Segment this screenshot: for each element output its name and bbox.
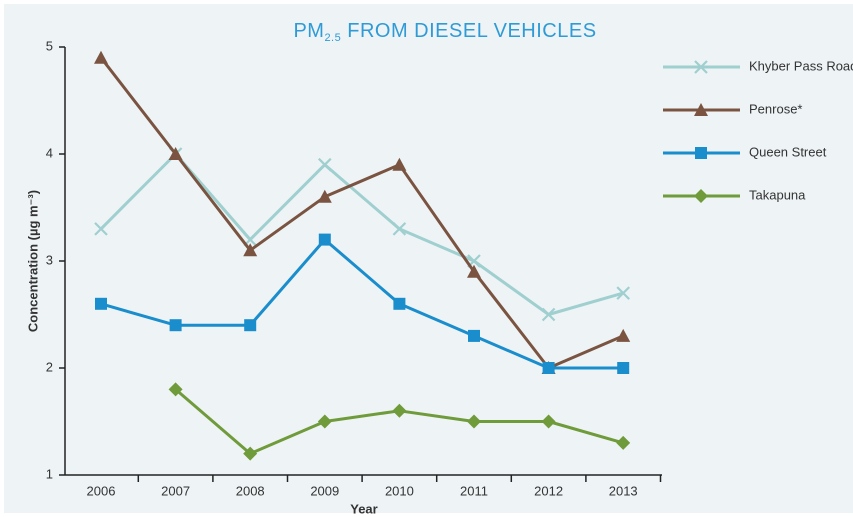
x-tick-label: 2012 xyxy=(534,483,563,498)
marker xyxy=(243,446,258,461)
x-tick-label: 2011 xyxy=(460,483,488,498)
marker xyxy=(694,103,708,116)
chart-title: PM2.5 FROM DIESEL VEHICLES xyxy=(293,20,596,44)
title-rest: FROM DIESEL VEHICLES xyxy=(347,20,596,42)
marker xyxy=(317,414,332,429)
marker xyxy=(168,382,183,397)
marker xyxy=(168,147,183,160)
x-tick-label: 2007 xyxy=(161,483,190,498)
marker xyxy=(617,362,630,374)
marker xyxy=(317,189,332,203)
x-tick-label: 2006 xyxy=(87,483,116,498)
marker xyxy=(616,435,631,450)
y-tick-label: 1 xyxy=(46,466,53,481)
x-tick-label: 2008 xyxy=(236,483,265,498)
marker xyxy=(318,157,332,172)
series-line xyxy=(100,238,624,370)
marker xyxy=(616,286,630,300)
marker xyxy=(318,233,331,246)
marker xyxy=(694,60,708,74)
y-tick-label: 2 xyxy=(46,359,53,374)
marker xyxy=(94,222,108,236)
x-tick-label: 2009 xyxy=(310,483,339,498)
marker xyxy=(468,329,480,342)
title-main: PM xyxy=(293,20,324,42)
marker xyxy=(616,328,631,342)
legend-label: Khyber Pass Road xyxy=(749,58,853,73)
marker xyxy=(244,319,257,332)
background xyxy=(4,4,853,513)
marker xyxy=(541,414,556,429)
x-axis-label: Year xyxy=(350,501,377,516)
marker xyxy=(393,297,406,310)
y-tick-label: 5 xyxy=(46,38,53,53)
marker xyxy=(695,147,707,159)
legend-label: Penrose* xyxy=(749,101,802,116)
marker xyxy=(541,307,556,322)
x-tick-label: 2013 xyxy=(609,483,638,498)
marker xyxy=(169,319,182,332)
y-tick-label: 4 xyxy=(46,145,53,160)
x-tick-label: 2010 xyxy=(385,483,414,498)
title-subscript: 2.5 xyxy=(324,32,341,44)
marker xyxy=(467,264,481,278)
marker xyxy=(392,222,407,236)
legend-label: Queen Street xyxy=(749,144,827,159)
y-tick-label: 3 xyxy=(46,252,53,267)
marker xyxy=(467,414,481,429)
legend-label: Takapuna xyxy=(749,187,806,202)
marker xyxy=(243,243,258,257)
series-line xyxy=(99,56,624,370)
marker xyxy=(392,157,407,171)
marker xyxy=(95,297,107,310)
y-axis-label: Concentration (µg m⁻³) xyxy=(25,190,40,332)
marker xyxy=(94,50,108,64)
marker xyxy=(542,362,555,374)
marker xyxy=(392,403,407,418)
marker xyxy=(694,189,708,203)
